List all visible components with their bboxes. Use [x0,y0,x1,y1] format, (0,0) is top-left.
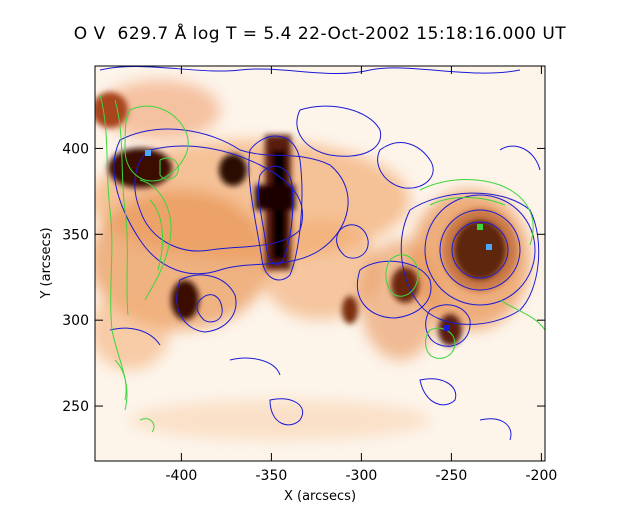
image-area [95,66,545,461]
blue-contours [99,66,541,441]
y-tick-label: 400 [62,141,89,157]
marker-green [477,224,483,230]
x-tick-label: -300 [346,468,378,484]
plot-title: O V 629.7 Å log T = 5.4 22-Oct-2002 15:1… [73,24,567,44]
y-tick-label: 300 [62,313,89,329]
marker-blue [444,325,450,331]
marker-cyan-2 [486,244,492,250]
x-axis: -400 -350 -300 -250 -200 [166,66,558,484]
y-tick-label: 250 [62,399,89,415]
x-tick-label: -250 [436,468,468,484]
marker-cyan [145,150,151,156]
y-axis-label: Y (arcsecs) [39,227,54,299]
x-tick-label: -200 [526,468,558,484]
y-axis: 250 300 350 400 [62,141,545,415]
x-tick-label: -400 [166,468,198,484]
diffuse-emission [95,80,530,440]
x-tick-label: -350 [256,468,288,484]
plot-frame [94,65,546,462]
y-tick-label: 350 [62,227,89,243]
green-contours [99,94,545,433]
x-axis-label: X (arcsecs) [284,489,356,504]
